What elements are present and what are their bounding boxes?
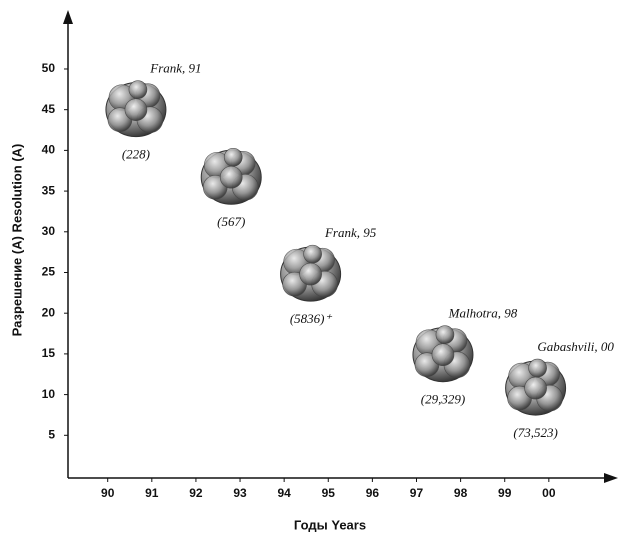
ribosome-lobe: [300, 263, 322, 285]
chart: Годы Years Разрешение (A) Resolution (A)…: [0, 0, 629, 537]
y-tick-label: 45: [42, 102, 56, 116]
x-tick-label: 92: [189, 486, 203, 500]
particle-count: (567): [217, 214, 245, 229]
ribosome-model: [201, 148, 261, 204]
y-tick-label: 25: [42, 265, 56, 279]
ribosome-lobe: [125, 99, 147, 121]
ribosome-model: [413, 326, 473, 382]
ribosome-lobe: [129, 81, 147, 99]
particle-count: (29,329): [421, 392, 465, 407]
y-tick-label: 15: [42, 346, 56, 360]
annotation: Frank, 95: [324, 225, 377, 240]
x-tick-label: 95: [322, 486, 336, 500]
x-tick-label: 97: [410, 486, 424, 500]
annotation: Malhotra, 98: [448, 306, 518, 321]
x-tick-label: 98: [454, 486, 468, 500]
particle-count: (73,523): [513, 425, 557, 440]
x-arrow: [604, 473, 618, 483]
y-tick-label: 50: [42, 61, 56, 75]
x-tick-label: 00: [542, 486, 556, 500]
x-tick-label: 91: [145, 486, 159, 500]
ribosome-lobe: [529, 359, 547, 377]
annotation: Frank, 91: [149, 61, 201, 76]
ribosome-lobe: [224, 148, 242, 166]
y-axis-label: Разрешение (A) Resolution (A): [9, 144, 24, 337]
ribosome-model: [506, 359, 566, 415]
ribosome-lobe: [436, 326, 454, 344]
y-tick-label: 10: [42, 387, 56, 401]
y-tick-label: 35: [42, 183, 56, 197]
annotation: Gabashvili, 00: [537, 339, 614, 354]
x-tick-label: 96: [366, 486, 380, 500]
x-tick-label: 93: [233, 486, 247, 500]
ribosome-lobe: [525, 377, 547, 399]
ribosome-lobe: [304, 245, 322, 263]
x-axis-label: Годы Years: [294, 517, 366, 532]
ribosome-model: [281, 245, 341, 301]
ribosome-model: [106, 81, 166, 137]
particle-count: (5836)⁺: [290, 311, 333, 326]
y-arrow: [63, 10, 73, 24]
x-tick-label: 99: [498, 486, 512, 500]
ribosome-lobe: [220, 166, 242, 188]
ribosome-lobe: [432, 344, 454, 366]
y-tick-label: 30: [42, 224, 56, 238]
x-tick-label: 94: [277, 486, 291, 500]
y-tick-label: 5: [48, 427, 55, 441]
y-tick-label: 40: [42, 143, 56, 157]
particle-count: (228): [122, 147, 150, 162]
x-tick-label: 90: [101, 486, 115, 500]
y-tick-label: 20: [42, 305, 56, 319]
